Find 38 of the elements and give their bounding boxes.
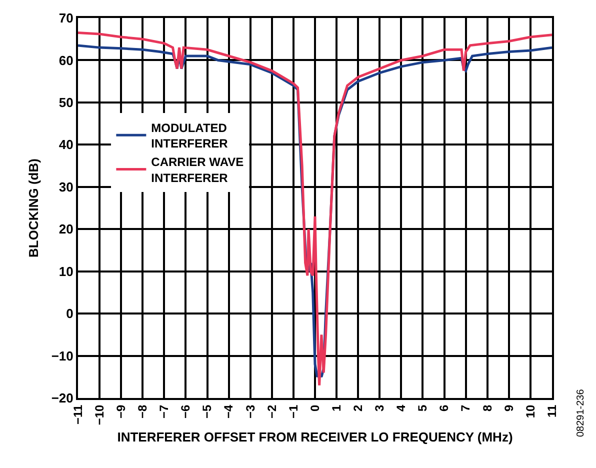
x-tick-label: 0 bbox=[308, 404, 322, 412]
x-tick-label: 4 bbox=[394, 404, 408, 412]
x-tick-label: −10 bbox=[92, 404, 106, 426]
x-tick-label: 10 bbox=[523, 404, 538, 418]
x-tick-label: 1 bbox=[329, 404, 344, 412]
x-tick-label: 11 bbox=[544, 404, 559, 418]
x-tick-label: 7 bbox=[458, 404, 473, 412]
y-tick-label: 20 bbox=[58, 222, 74, 237]
legend-label: MODULATED INTERFERER bbox=[151, 120, 228, 151]
x-tick-label: 8 bbox=[480, 404, 494, 412]
y-tick-label: 50 bbox=[58, 94, 74, 110]
x-tick-label: 9 bbox=[502, 404, 516, 412]
x-tick-label: −6 bbox=[178, 404, 193, 418]
y-tick-label: 70 bbox=[58, 10, 74, 26]
y-tick-label: −20 bbox=[51, 390, 74, 406]
x-tick-label: −4 bbox=[222, 404, 236, 418]
y-axis-title: BLOCKING (dB) bbox=[26, 158, 41, 258]
legend-label: CARRIER WAVE INTERFERER bbox=[151, 155, 244, 185]
x-tick-label: −7 bbox=[157, 404, 172, 418]
x-tick-label: −9 bbox=[114, 404, 128, 418]
x-tick-label: −3 bbox=[243, 404, 258, 418]
x-tick-label: 5 bbox=[416, 404, 430, 412]
y-tick-label: 10 bbox=[58, 264, 74, 279]
y-tick-label: 60 bbox=[58, 52, 74, 68]
x-tick-label: 6 bbox=[437, 404, 452, 412]
x-axis-title: INTERFERER OFFSET FROM RECEIVER LO FREQUENCY (MHz) bbox=[117, 429, 513, 444]
x-tick-label: −5 bbox=[200, 404, 214, 418]
y-tick-label: 0 bbox=[66, 306, 74, 322]
y-tick-label: 30 bbox=[58, 179, 74, 194]
text: 08291-236 bbox=[576, 388, 587, 438]
x-tick-label: −1 bbox=[286, 404, 300, 418]
y-tick-label: −10 bbox=[51, 348, 74, 364]
x-tick-label: 2 bbox=[350, 404, 365, 412]
x-tick-label: −11 bbox=[70, 404, 85, 425]
x-tick-label: −8 bbox=[136, 404, 150, 418]
x-tick-label: 3 bbox=[372, 404, 387, 412]
y-tick-label: 40 bbox=[58, 137, 74, 152]
x-tick-label: −2 bbox=[264, 404, 279, 418]
